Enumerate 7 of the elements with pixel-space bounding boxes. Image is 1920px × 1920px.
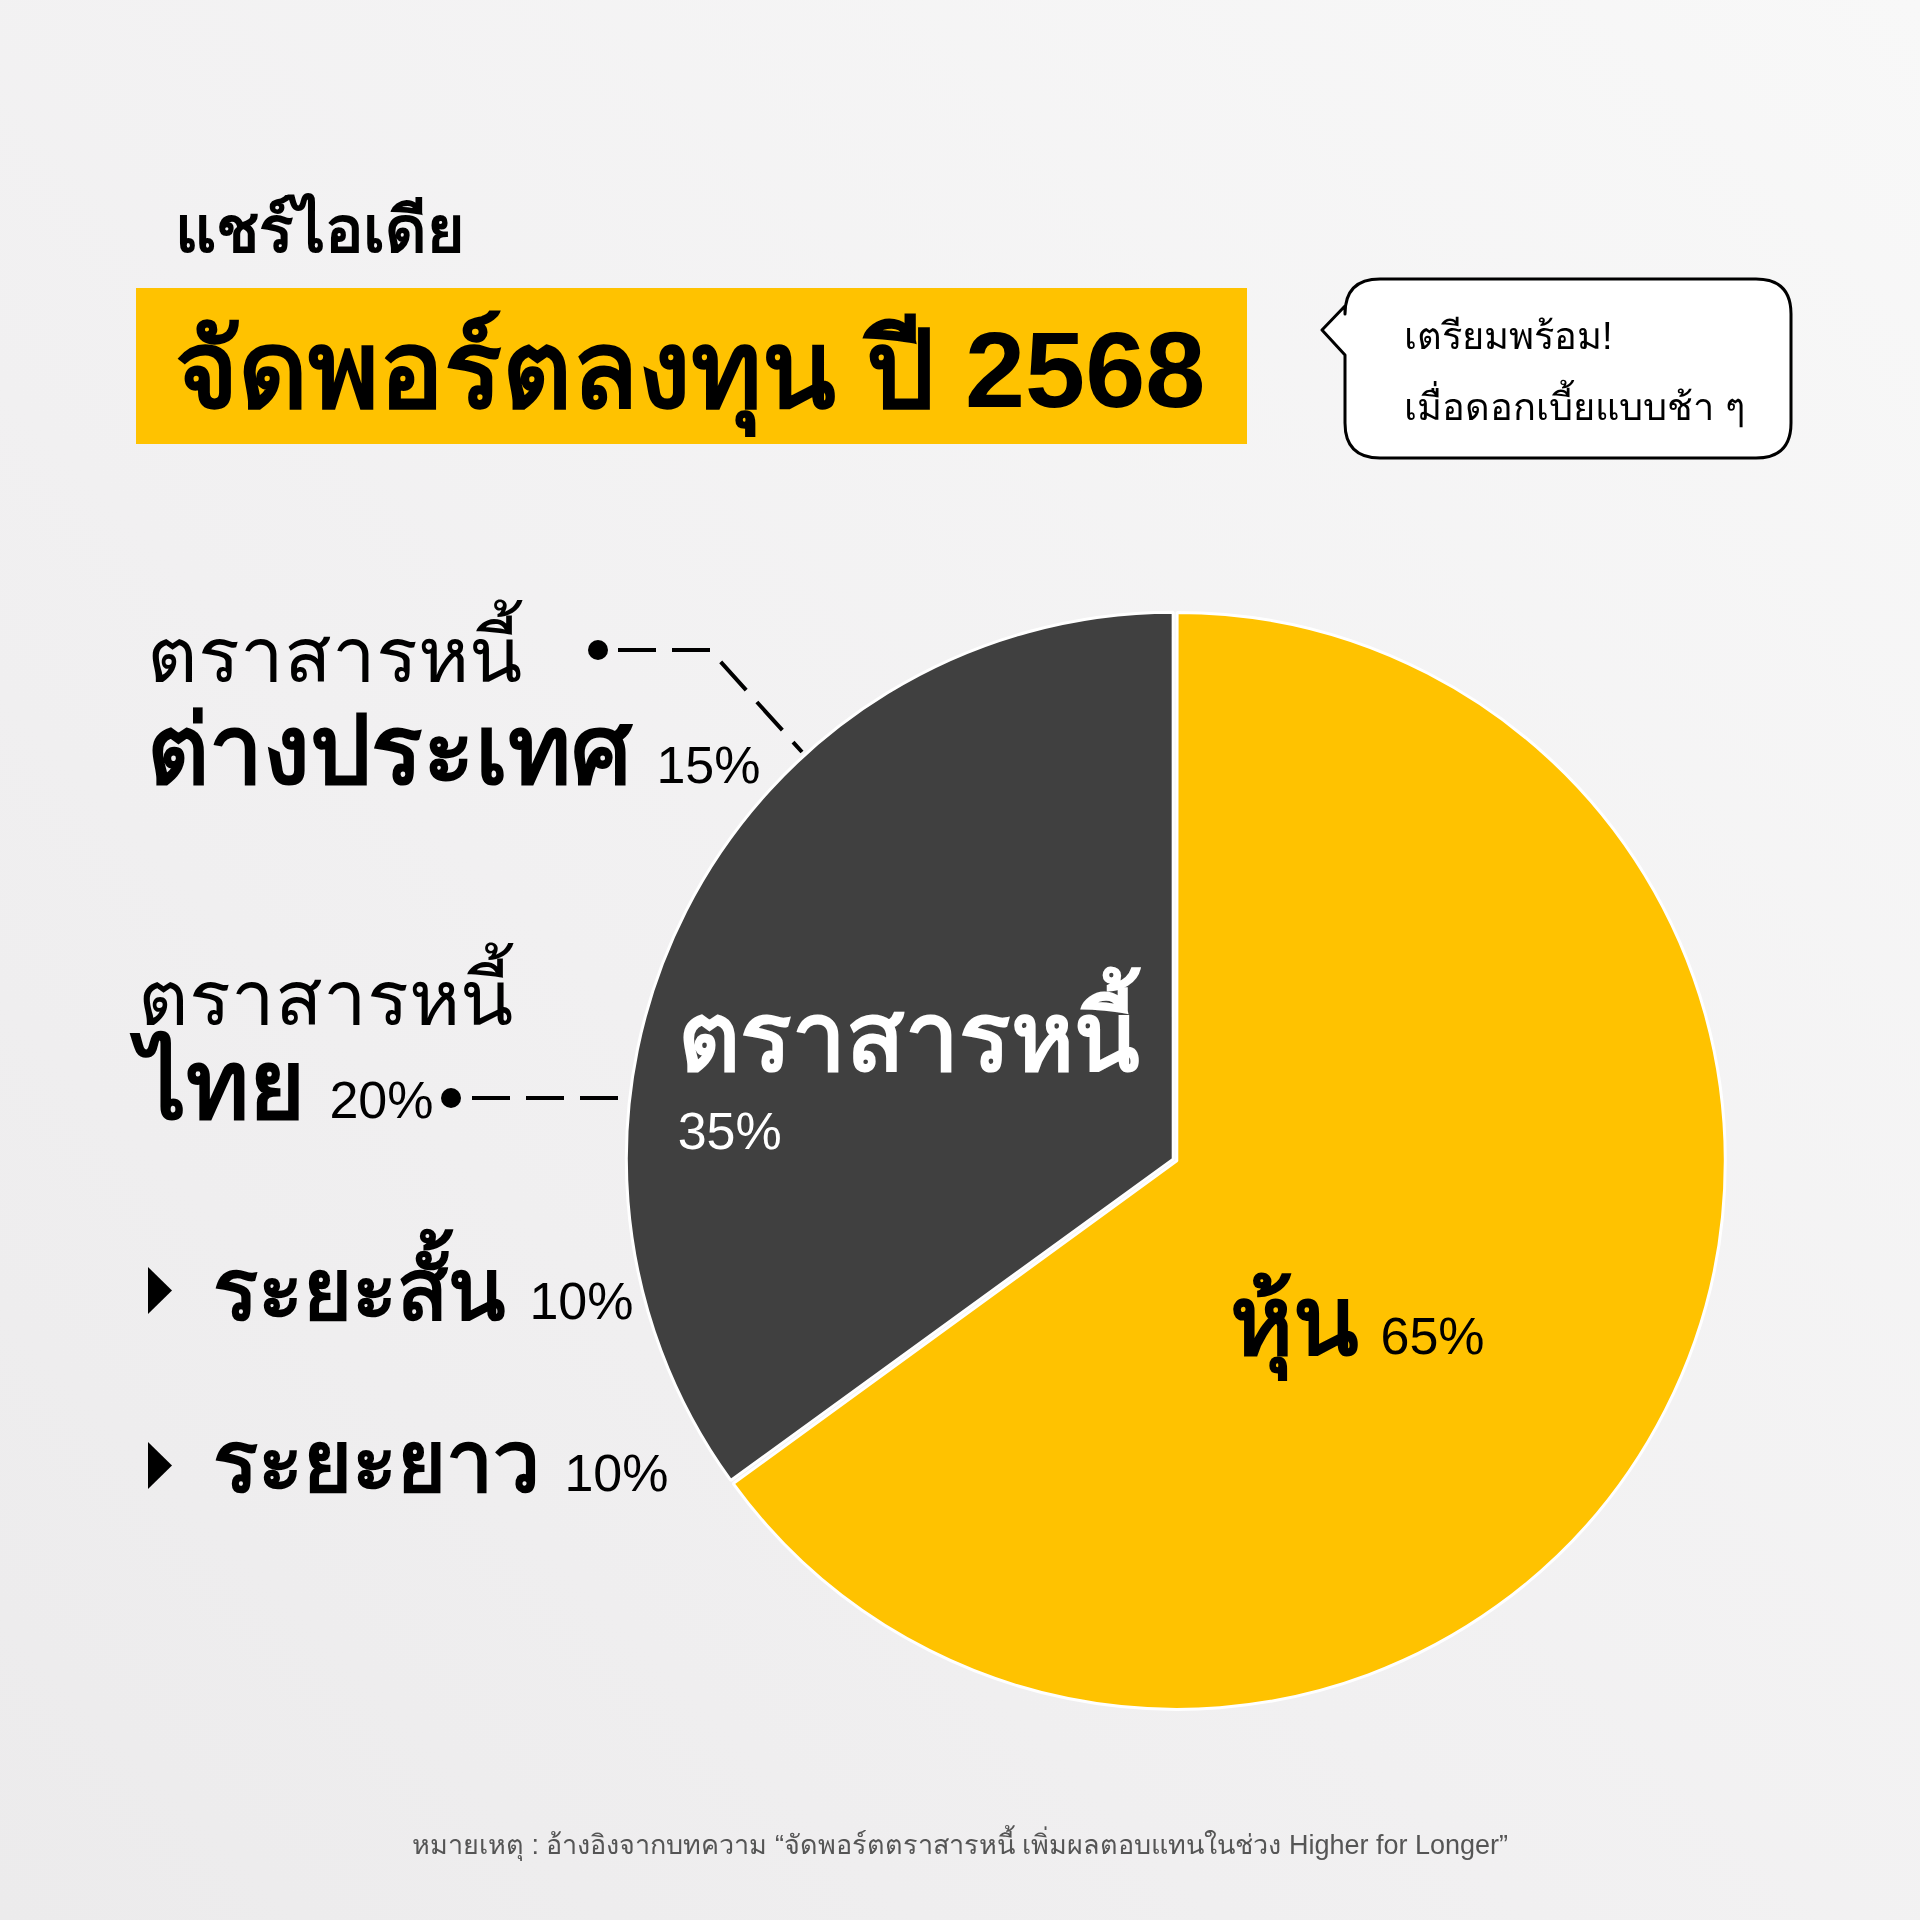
data-label: 35% — [677, 1102, 782, 1161]
slice-label: ตราสารหนี้ — [677, 965, 1142, 1090]
text: ระยะยาว 10% — [213, 1415, 669, 1509]
slice-label: หุ้น — [1229, 1267, 1359, 1382]
data-label: 65% — [1380, 1307, 1485, 1366]
chart-subtitle: แชร์ไอเดีย — [175, 194, 465, 266]
text: เตรียมพร้อม! เมื่อดอกเบี้ยแบบช้า ๆ — [1404, 315, 1745, 428]
